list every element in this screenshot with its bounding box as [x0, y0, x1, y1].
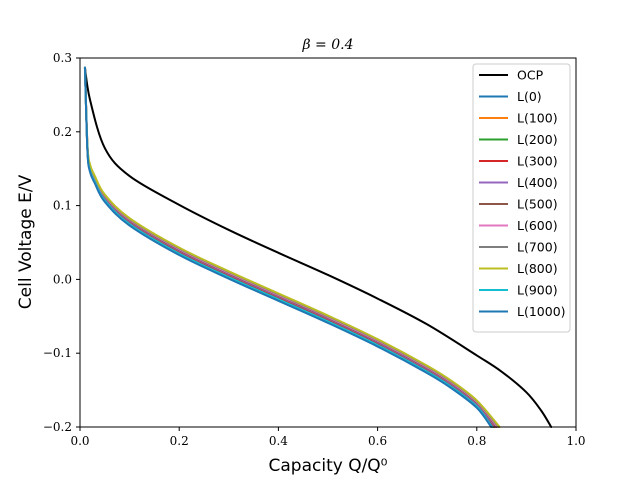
- series-line-l500: [83, 66, 498, 428]
- chart-title: β = 0.4: [302, 37, 354, 53]
- series-line-l700: [83, 66, 500, 428]
- x-tick-label: 0.6: [368, 434, 387, 448]
- legend-label: L(300): [517, 154, 558, 169]
- x-tick-label: 0.8: [467, 434, 486, 448]
- legend-label: L(200): [517, 132, 558, 147]
- legend-label: L(900): [517, 283, 558, 298]
- y-axis-title: Cell Voltage E/V: [16, 174, 36, 309]
- y-tick-label: 0.0: [53, 272, 72, 286]
- legend-box: [472, 63, 571, 333]
- y-tick-label: 0.3: [53, 51, 72, 65]
- series-layer: [83, 66, 553, 428]
- series-line-l1000: [83, 66, 493, 428]
- x-tick-label: 0.4: [269, 434, 288, 448]
- legend-label: L(0): [517, 89, 542, 104]
- y-tick-label: 0.1: [53, 199, 72, 213]
- series-line-l900: [83, 66, 494, 428]
- ticks-layer: 0.0 0.2 0.4 0.6 0.8 1.0 −0.2 −0.1 0.0 0.1 0.2 0.3: [43, 51, 586, 448]
- y-tick-label: −0.2: [43, 420, 72, 434]
- y-tick-label: −0.1: [43, 346, 72, 360]
- legend: OCP L(0) L(100) L(200) L(300) L(400) L(500) L(6…: [472, 63, 571, 333]
- series-line-ocp: [83, 66, 553, 428]
- plot-frame: [79, 57, 577, 428]
- legend-label: L(800): [517, 261, 558, 276]
- legend-label: L(100): [517, 111, 558, 126]
- legend-label: OCP: [517, 68, 544, 83]
- series-line-l800: [83, 66, 501, 428]
- legend-label: L(400): [517, 175, 558, 190]
- x-tick-label: 0.0: [70, 434, 89, 448]
- legend-label: L(700): [517, 240, 558, 255]
- series-line-l600: [83, 66, 499, 428]
- legend-label: L(1000): [517, 304, 566, 319]
- legend-label: L(600): [517, 218, 558, 233]
- legend-label: L(500): [517, 197, 558, 212]
- x-axis-title: Capacity Q/Q⁰: [269, 456, 388, 476]
- x-tick-label: 0.2: [170, 434, 189, 448]
- x-tick-label: 1.0: [566, 434, 585, 448]
- y-tick-label: 0.2: [53, 125, 72, 139]
